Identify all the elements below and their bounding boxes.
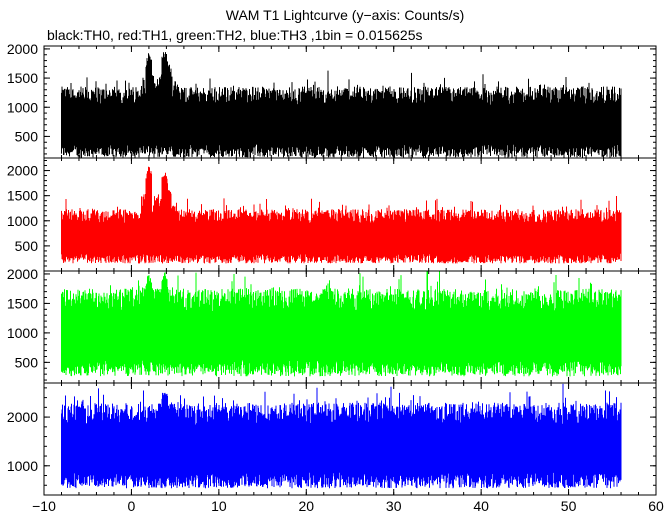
y-tick-label: 1000 — [7, 458, 38, 474]
panels-group: 500 1000 1500 2000 500 1000 1500 2000 500 1000 150… — [7, 41, 657, 496]
series-th2 — [61, 271, 622, 377]
chart-title: WAM T1 Lightcurve (y−axis: Counts/s) — [225, 7, 465, 23]
y-tick-label: 2000 — [7, 409, 38, 425]
y-tick-label: 1500 — [7, 188, 38, 204]
x-tick-label: 50 — [561, 498, 577, 514]
y-tick-label: 2000 — [7, 41, 38, 57]
y-tick-label: 2000 — [7, 163, 38, 179]
x-tick-label: 40 — [473, 498, 489, 514]
series-th3 — [61, 383, 622, 489]
y-tick-label: 1500 — [7, 70, 38, 86]
y-tick-label: 1000 — [7, 325, 38, 341]
x-tick-label: 20 — [298, 498, 314, 514]
panel-th1: 500 1000 1500 2000 — [7, 157, 657, 272]
series-th1 — [61, 166, 622, 264]
y-tick-label: 500 — [15, 354, 39, 370]
panel-th0: 500 1000 1500 2000 — [7, 41, 657, 159]
y-tick-label: 1000 — [7, 213, 38, 229]
y-tick-label: 1500 — [7, 295, 38, 311]
series-th0 — [61, 52, 622, 158]
panel-th2: 500 1000 1500 2000 — [7, 266, 657, 384]
y-tick-label: 500 — [15, 128, 39, 144]
y-tick-label: 500 — [15, 238, 39, 254]
x-tick-label: 0 — [128, 498, 136, 514]
chart-subtitle: black:TH0, red:TH1, green:TH2, blue:TH3 … — [47, 27, 423, 43]
x-axis: −10 0 10 20 30 40 50 60 — [32, 498, 664, 514]
x-tick-label: 60 — [648, 498, 664, 514]
x-tick-label: 30 — [386, 498, 402, 514]
panel-th3: 1000 2000 — [7, 382, 657, 496]
y-tick-label: 1000 — [7, 99, 38, 115]
y-tick-label: 2000 — [7, 266, 38, 282]
panel-frame — [43, 382, 657, 496]
x-tick-label: −10 — [32, 498, 56, 514]
x-tick-label: 10 — [211, 498, 227, 514]
